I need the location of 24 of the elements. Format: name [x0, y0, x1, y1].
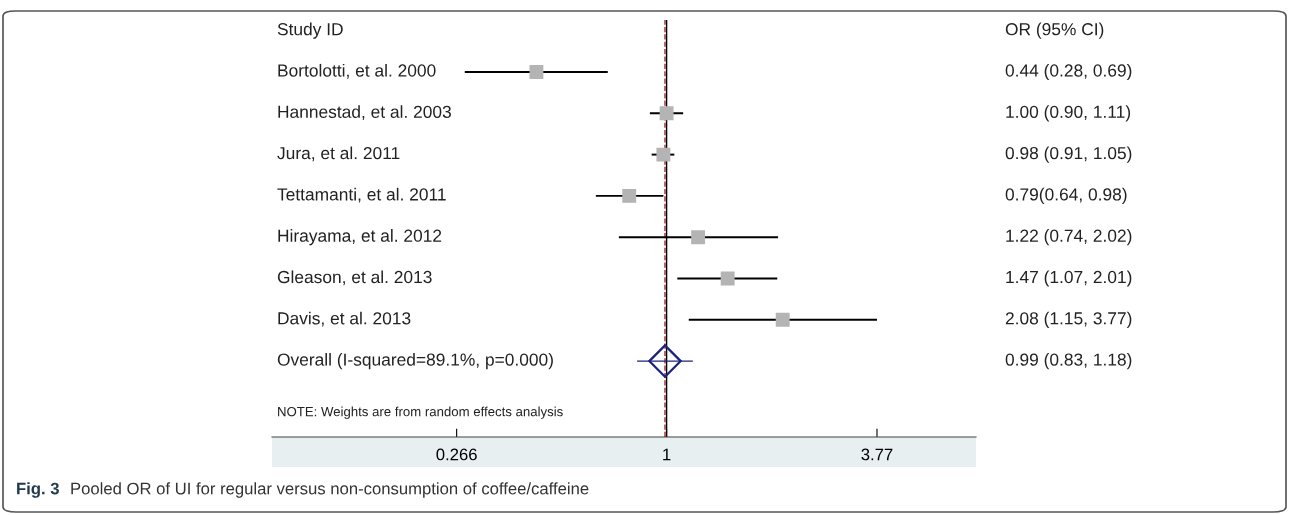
text: 0.79(0.64, 0.98) [1005, 187, 1127, 204]
y-tick-label: Davis, et al. 2013 [278, 311, 411, 327]
y-tick-label: Gleason, et al. 2013 [277, 270, 432, 286]
text: Study ID [277, 22, 343, 39]
text: 2.08 (1.15, 3.77) [1005, 311, 1132, 328]
y-tick-label: Hannestad, et al. 2003 [278, 105, 451, 121]
text: Pooled OR of UI for regular versus non-consumption of coffee/caffeine [71, 482, 589, 498]
x-tick-label: 1 [663, 448, 671, 461]
text: 1.22 (0.74, 2.02) [1006, 229, 1132, 246]
y-tick-label: Overall (I-squared=89.1%, p=0.000) [277, 353, 553, 370]
text: 1.00 (0.90, 1.11) [1006, 105, 1131, 122]
text: NOTE: Weights are from random effects analysis [278, 406, 563, 419]
text: 0.99 (0.83, 1.18) [1005, 353, 1132, 370]
caption: Fig. 3 [17, 482, 59, 498]
y-tick-label: Bortolotti, et al. 2000 [278, 63, 436, 79]
y-tick-label: Hirayama, et al. 2012 [278, 229, 442, 246]
x-tick-label: 3.77 [861, 448, 893, 461]
y-tick-label: Tettamanti, et al. 2011 [277, 187, 446, 203]
text: 0.98 (0.91, 1.05) [1005, 146, 1132, 163]
text: 0.44 (0.28, 0.69) [1005, 63, 1132, 81]
text: 1.47 (1.07, 2.01) [1006, 270, 1132, 287]
y-tick-label: Jura, et al. 2011 [277, 146, 400, 162]
x-tick-label: 0.266 [436, 448, 477, 461]
text: OR (95% CI) [1005, 22, 1104, 39]
